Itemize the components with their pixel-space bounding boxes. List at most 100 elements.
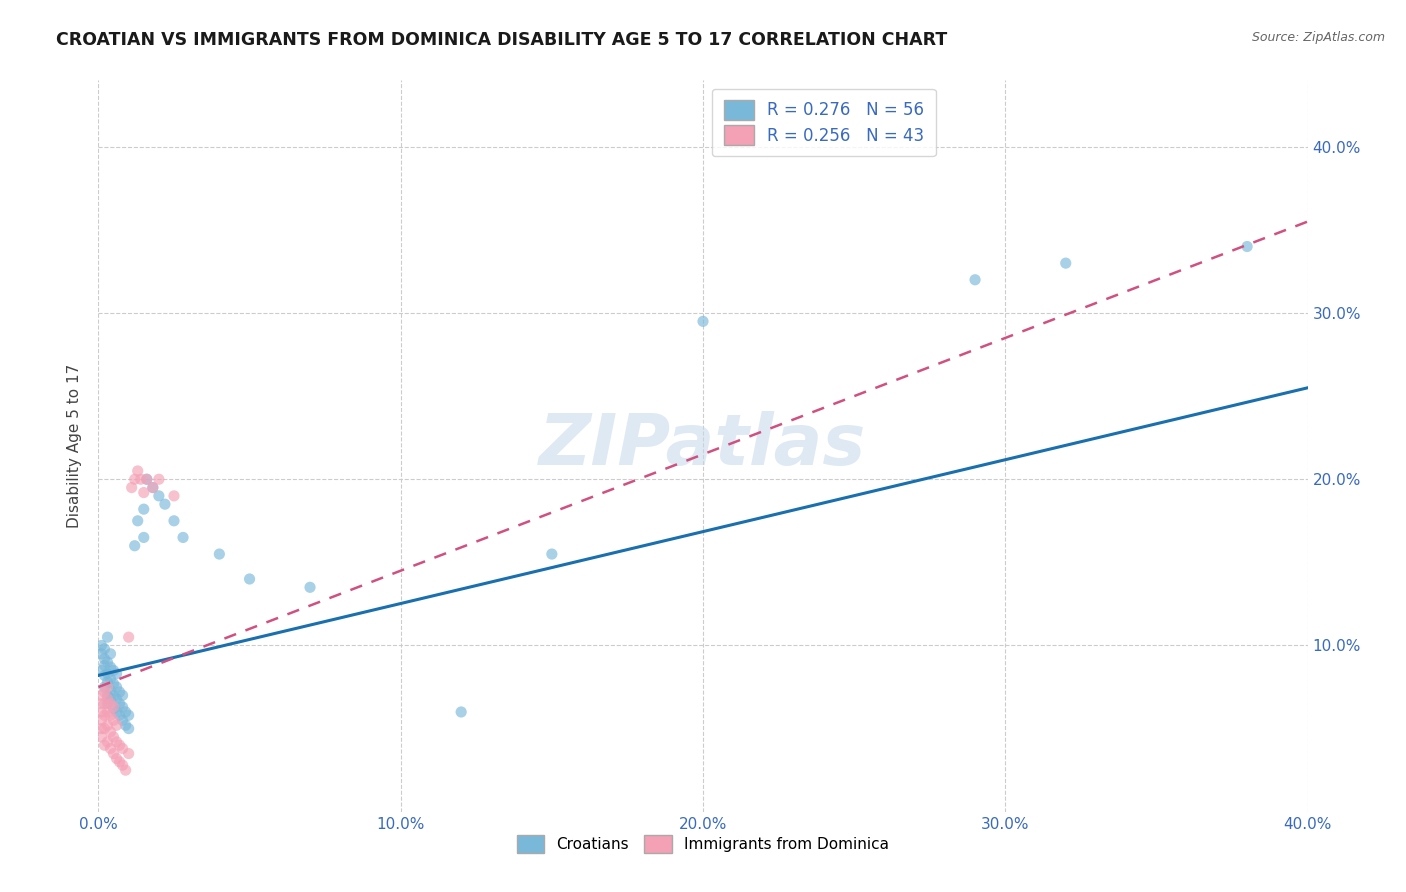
Point [93, 641, 115, 656]
Point [100, 672, 122, 686]
Point [96, 630, 118, 644]
Point [93, 680, 115, 694]
Point [100, 725, 122, 739]
Point [108, 697, 131, 711]
Point [90, 689, 112, 703]
Point [108, 708, 131, 723]
Point [108, 738, 131, 752]
Point [103, 730, 125, 744]
Point [132, 530, 155, 544]
Point [153, 497, 176, 511]
Point [105, 691, 128, 706]
Point [105, 666, 128, 681]
Point [1054, 256, 1077, 270]
Point [93, 708, 115, 723]
Text: Source: ZipAtlas.com: Source: ZipAtlas.com [1251, 31, 1385, 45]
Point [100, 691, 122, 706]
Point [96, 697, 118, 711]
Point [93, 722, 115, 736]
Point [103, 714, 125, 728]
Text: ZIPatlas: ZIPatlas [540, 411, 866, 481]
Point [114, 763, 136, 777]
Point [299, 580, 322, 594]
Point [90, 664, 112, 678]
Point [540, 547, 562, 561]
Point [148, 489, 170, 503]
Point [105, 680, 128, 694]
Point [96, 705, 118, 719]
Point [90, 722, 112, 736]
Point [172, 530, 194, 544]
Point [118, 747, 141, 761]
Point [142, 481, 165, 495]
Point [100, 683, 122, 698]
Point [96, 691, 118, 706]
Point [96, 718, 118, 732]
Point [163, 489, 186, 503]
Point [90, 697, 112, 711]
Point [100, 660, 122, 674]
Point [111, 689, 134, 703]
Point [100, 741, 122, 756]
Point [103, 747, 125, 761]
Point [135, 472, 157, 486]
Point [124, 539, 146, 553]
Point [93, 685, 115, 699]
Point [111, 741, 134, 756]
Point [163, 514, 186, 528]
Point [132, 485, 155, 500]
Point [93, 658, 115, 673]
Point [111, 758, 134, 772]
Point [114, 718, 136, 732]
Y-axis label: Disability Age 5 to 17: Disability Age 5 to 17 [67, 364, 83, 528]
Point [105, 735, 128, 749]
Point [114, 705, 136, 719]
Point [100, 647, 122, 661]
Point [124, 472, 146, 486]
Point [93, 652, 115, 666]
Point [90, 705, 112, 719]
Point [105, 705, 128, 719]
Point [118, 722, 141, 736]
Point [127, 464, 149, 478]
Point [111, 714, 134, 728]
Point [118, 708, 141, 723]
Point [103, 700, 125, 714]
Point [93, 668, 115, 682]
Point [450, 705, 472, 719]
Point [105, 718, 128, 732]
Point [93, 738, 115, 752]
Point [96, 689, 118, 703]
Point [96, 675, 118, 690]
Point [148, 472, 170, 486]
Point [208, 547, 231, 561]
Point [105, 751, 128, 765]
Point [103, 701, 125, 715]
Point [96, 655, 118, 669]
Point [108, 755, 131, 769]
Point [96, 735, 118, 749]
Point [93, 697, 115, 711]
Text: CROATIAN VS IMMIGRANTS FROM DOMINICA DISABILITY AGE 5 TO 17 CORRELATION CHART: CROATIAN VS IMMIGRANTS FROM DOMINICA DIS… [56, 31, 948, 49]
Point [142, 481, 165, 495]
Point [96, 680, 118, 694]
Point [96, 666, 118, 681]
Point [129, 472, 152, 486]
Point [100, 708, 122, 723]
Point [103, 689, 125, 703]
Point [132, 502, 155, 516]
Point [90, 639, 112, 653]
Point [90, 714, 112, 728]
Point [90, 730, 112, 744]
Point [239, 572, 262, 586]
Point [127, 514, 149, 528]
Point [692, 314, 714, 328]
Point [965, 273, 987, 287]
Point [1236, 239, 1258, 253]
Point [111, 700, 134, 714]
Point [100, 697, 122, 711]
Point [121, 481, 143, 495]
Point [103, 676, 125, 690]
Point [103, 664, 125, 678]
Legend: Croatians, Immigrants from Dominica: Croatians, Immigrants from Dominica [510, 829, 896, 859]
